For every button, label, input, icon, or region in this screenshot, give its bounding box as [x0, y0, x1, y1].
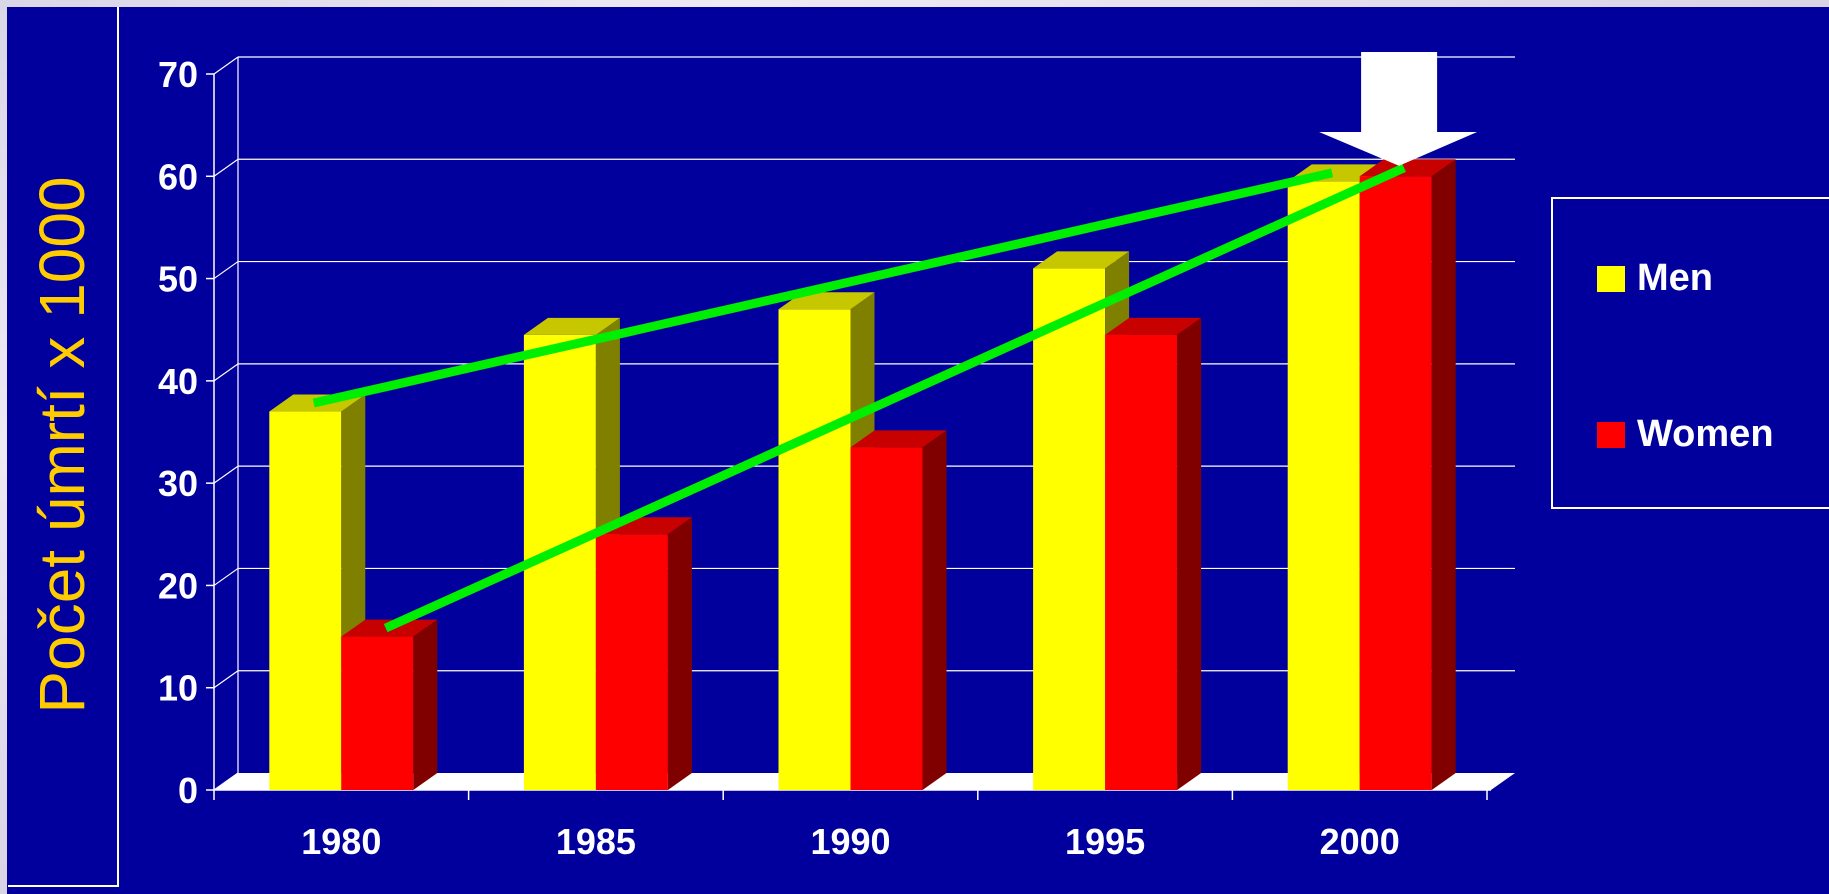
- y-tick-diag-50: [213, 261, 239, 280]
- legend-label-men: Men: [1637, 257, 1713, 299]
- y-tick-diag-40: [213, 363, 239, 382]
- bar-women-1985: [595, 517, 692, 790]
- bar-side: [1431, 159, 1456, 791]
- bar-side: [1177, 317, 1202, 790]
- bar-top: [850, 430, 947, 448]
- y-tick-diag-70: [213, 56, 239, 75]
- x-tick-label: 2000: [1320, 821, 1400, 862]
- slide-top-border: [0, 0, 1829, 7]
- x-tick-label: 1990: [810, 821, 890, 862]
- bar-women-1995: [1105, 317, 1202, 790]
- y-tick-label: 0: [178, 770, 198, 811]
- trend-line-men: [312, 168, 1334, 408]
- bar-top: [1359, 159, 1456, 177]
- bar-front: [341, 636, 414, 790]
- bar-women-1980: [341, 619, 438, 790]
- bar-top: [1105, 317, 1202, 335]
- x-tick-label: 1985: [556, 821, 636, 862]
- slide-left-border: [0, 0, 7, 894]
- bar-front: [778, 309, 851, 790]
- legend-swatch-women: [1597, 421, 1625, 448]
- bar-front: [850, 447, 923, 790]
- y-tick-diag-60: [213, 158, 239, 177]
- y-tick-label: 30: [158, 463, 198, 504]
- bar-front: [1359, 176, 1432, 791]
- bar-women-1990: [850, 430, 947, 790]
- y-tick-label: 40: [158, 361, 198, 402]
- bar-front: [1033, 268, 1106, 790]
- y-tick-label: 20: [158, 565, 198, 606]
- highlight-arrow: [1319, 52, 1478, 166]
- legend-label-women: Women: [1637, 413, 1774, 455]
- down-arrow-icon: [1319, 52, 1478, 166]
- x-tick-label: 1995: [1065, 821, 1145, 862]
- bar-front: [1105, 334, 1178, 790]
- bar-front: [595, 534, 668, 790]
- y-tick-label: 50: [158, 259, 198, 300]
- y-axis-title-frame: [8, 7, 119, 887]
- tick-labels: 0 10 20 30 40 50 60 70 1980 1985 1990 1995 2000: [158, 54, 1400, 862]
- trend-lines: [312, 163, 1406, 633]
- legend-swatch-men: [1597, 265, 1625, 292]
- bar-front: [1287, 181, 1360, 790]
- legend-item-men: Men: [1597, 257, 1713, 300]
- y-tick-diag-20: [213, 567, 239, 586]
- y-tick-label: 70: [158, 54, 198, 95]
- bar-top: [1033, 251, 1130, 269]
- x-tick-label: 1980: [301, 821, 381, 862]
- bars: [269, 159, 1456, 791]
- bar-front: [269, 411, 342, 790]
- trend-line-women: [383, 163, 1406, 633]
- bar-top: [523, 317, 620, 335]
- y-tick-diag-10: [213, 670, 239, 689]
- legend-item-women: Women: [1597, 413, 1774, 456]
- bar-side: [413, 619, 438, 790]
- bar-side: [667, 517, 692, 790]
- y-tick-diag-30: [213, 465, 239, 484]
- legend: Men Women: [1551, 197, 1829, 509]
- y-tick-label: 10: [158, 668, 198, 709]
- bar-women-2000: [1359, 159, 1456, 791]
- bar-side: [922, 430, 947, 790]
- y-tick-label: 60: [158, 156, 198, 197]
- y-tick-diag-0: [213, 772, 239, 791]
